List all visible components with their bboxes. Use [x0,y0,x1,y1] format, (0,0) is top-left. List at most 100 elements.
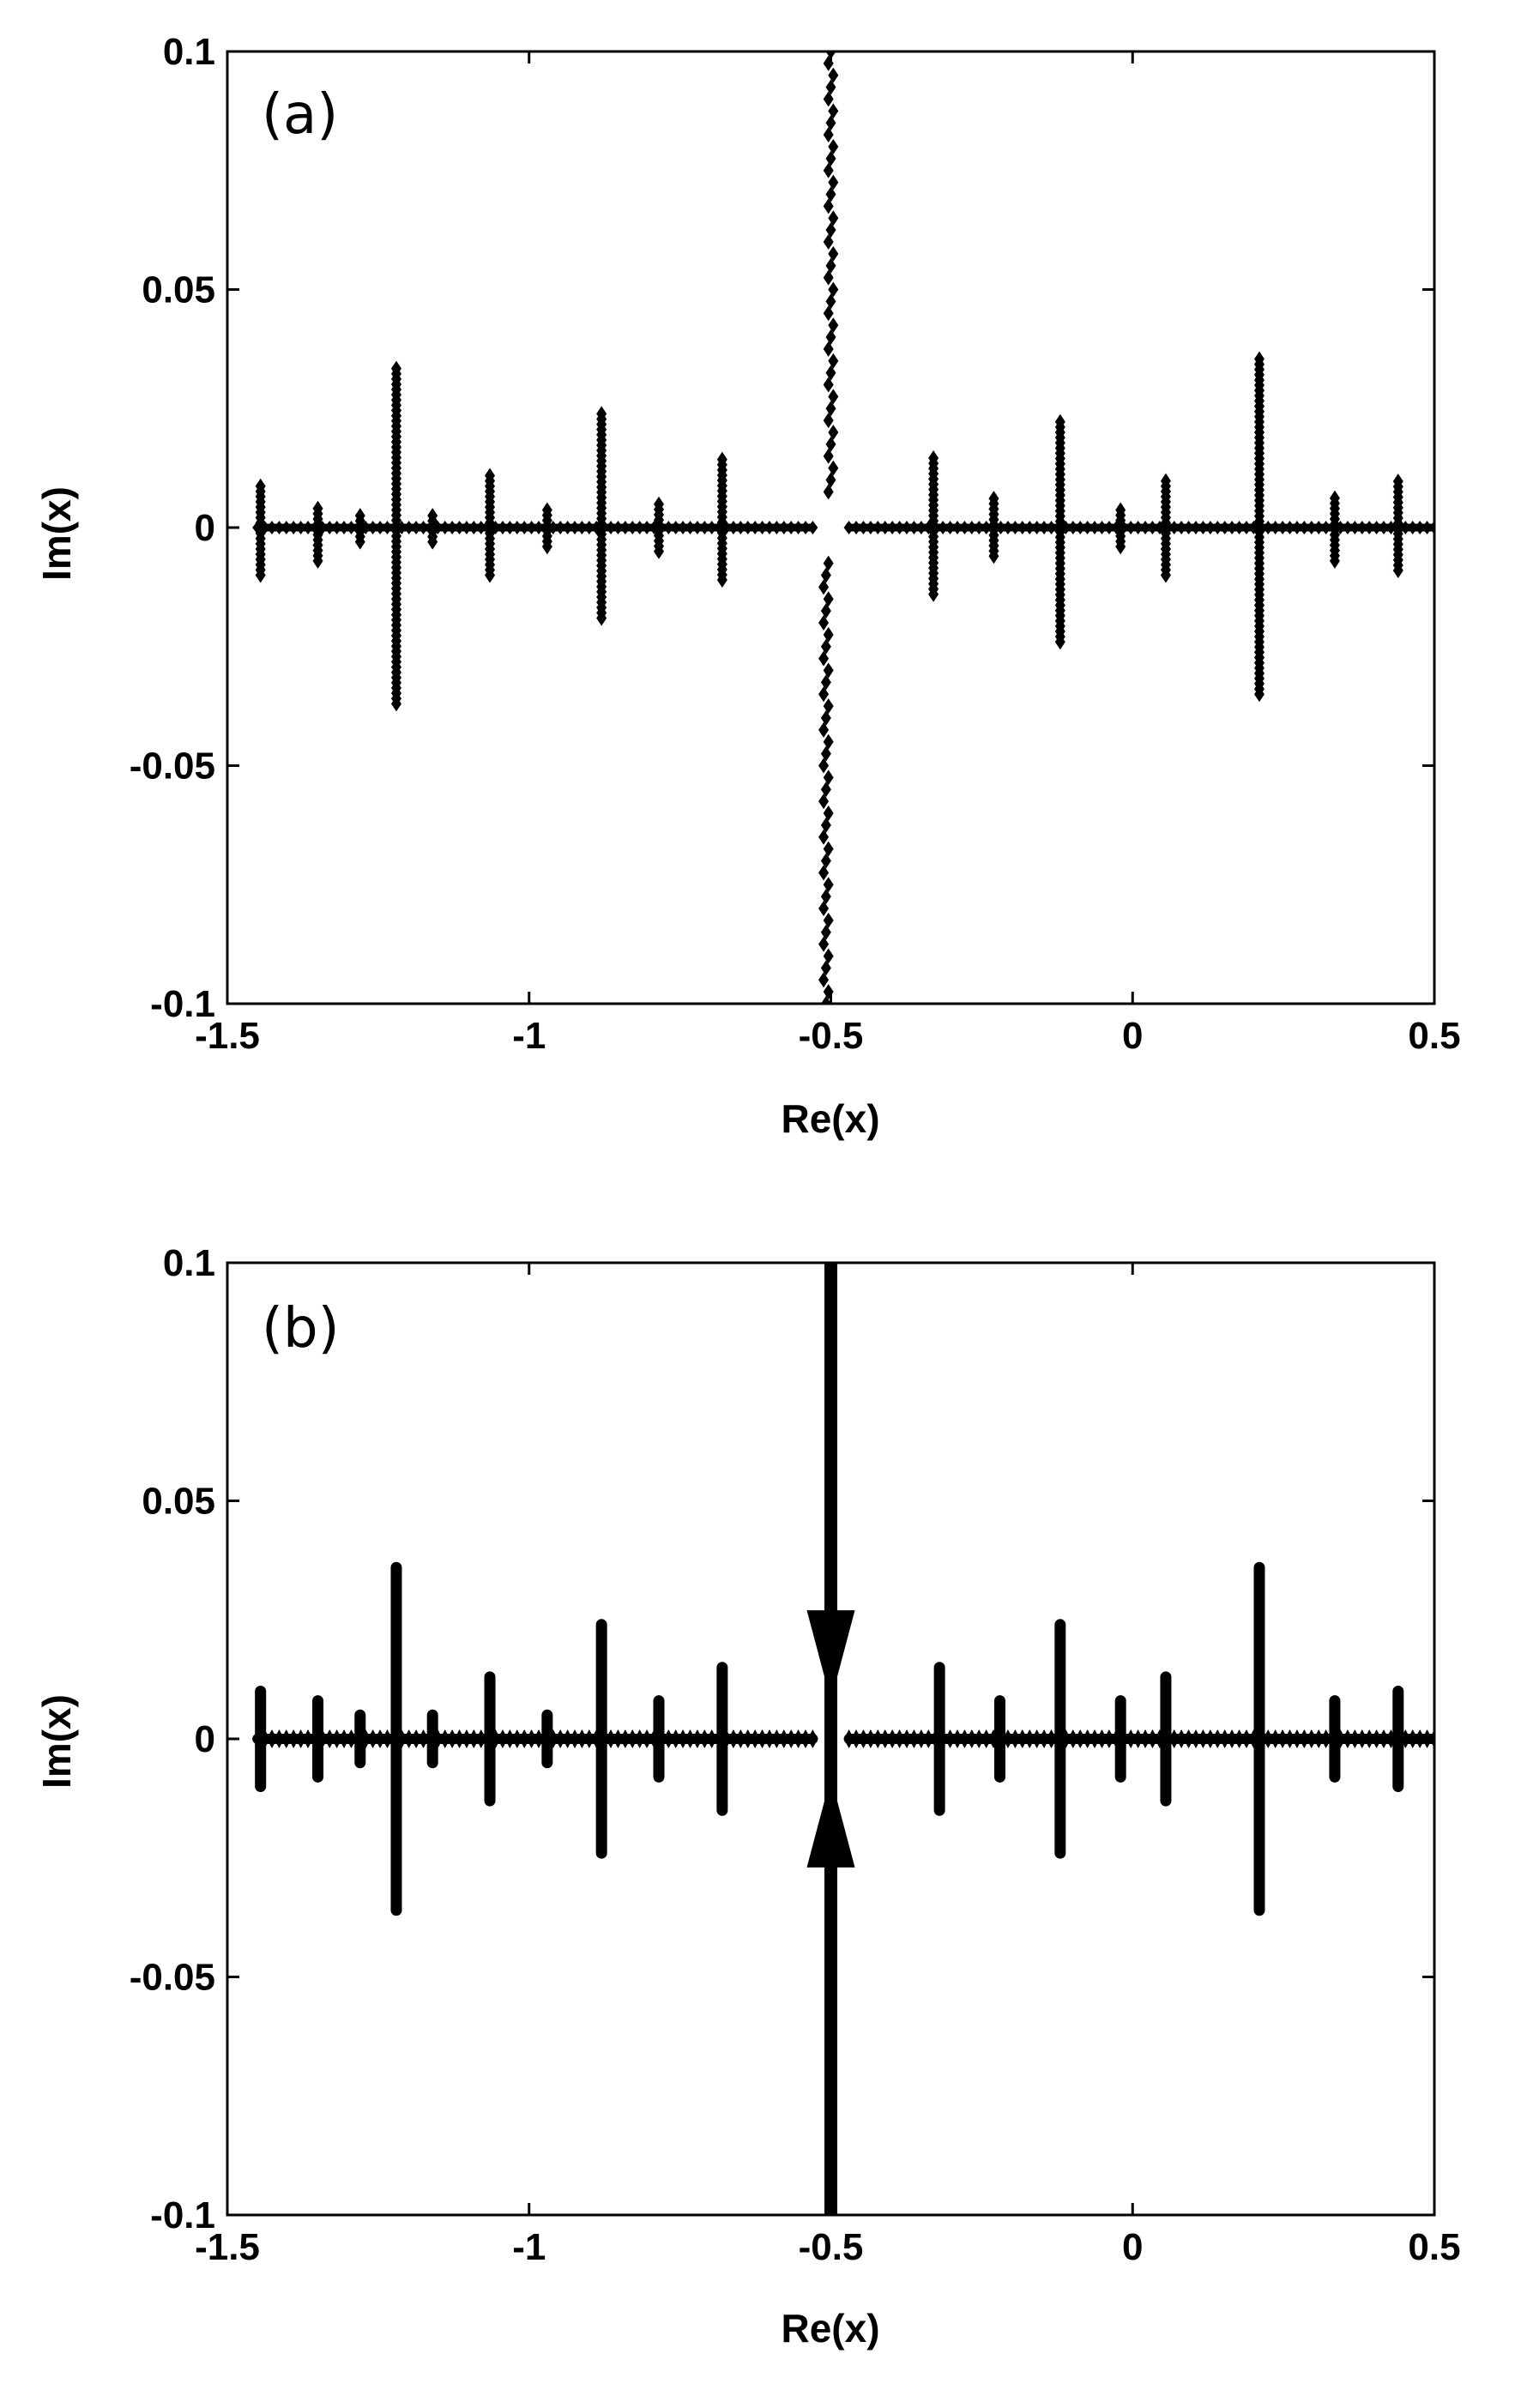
root-point [390,360,401,377]
root-point [820,745,831,762]
root-point [828,460,839,476]
root-point [1190,521,1201,534]
root-point [1320,521,1331,534]
root-point [818,650,830,667]
root-point [974,521,985,534]
root-point [823,162,834,178]
root-point [828,67,839,83]
root-point [988,491,999,507]
root-point [1277,521,1289,534]
root-point [786,1729,797,1748]
root-point [1046,1729,1057,1748]
root-point [865,1729,876,1748]
root-point [981,1729,992,1748]
root-point [786,521,797,534]
root-point [1284,521,1295,534]
root-point [1263,521,1274,534]
root-point [820,638,831,655]
root-point [800,521,811,534]
root-point [1198,521,1209,534]
panel-label-b: (b) [262,1297,340,1361]
root-point [1017,1729,1028,1748]
root-point [1421,1729,1433,1748]
root-point [1168,1729,1180,1748]
root-point [959,1729,970,1748]
root-point [570,521,581,534]
root-point [818,829,830,845]
root-point [324,521,335,534]
root-point [1364,521,1375,534]
root-point [346,1729,357,1748]
x-tick-label-a: -1.5 [195,1015,260,1057]
root-point [778,1729,789,1748]
root-point [825,51,836,59]
root-point [1132,521,1144,534]
root-point [685,521,696,534]
root-point [699,1729,710,1748]
root-point [1270,1729,1281,1748]
root-point [818,615,830,631]
root-point [974,1729,985,1748]
root-point [820,960,831,976]
root-point [619,1729,631,1748]
root-cluster-lower [806,1777,855,1868]
root-point [735,521,746,534]
root-point [613,1729,624,1748]
x-axis-label-b: Re(x) [781,2306,879,2351]
root-point [533,521,544,534]
root-point [825,257,836,274]
root-point [823,91,834,107]
root-point [1031,521,1042,534]
root-point [1379,521,1390,534]
root-point [1253,351,1265,367]
root-point [1126,1729,1137,1748]
root-point [1096,521,1108,534]
root-point [1082,521,1093,534]
root-point [981,521,992,534]
root-point [851,521,862,534]
y-tick-label-a: 0.05 [142,269,215,311]
root-point [1400,521,1411,534]
root-point [872,1729,884,1748]
root-point [1031,1729,1042,1748]
root-point [475,521,486,534]
root-point [879,521,890,534]
root-point [793,521,804,534]
root-point [274,1729,285,1748]
root-point [439,521,450,534]
root-point [1291,1729,1302,1748]
root-point [1313,521,1325,534]
root-point [928,450,939,466]
root-point [1234,521,1245,534]
root-point [771,1729,782,1748]
root-point [324,1729,335,1748]
root-point [818,972,830,988]
root-point [818,686,830,703]
root-point [1385,521,1397,534]
root-point [966,1729,977,1748]
root-point [1212,1729,1223,1748]
root-point [757,1729,768,1748]
y-axis-label-a: Im(x) [34,486,79,581]
x-tick-label-b: -0.5 [799,2226,864,2268]
root-point [828,103,839,119]
root-point [823,127,834,143]
root-point [1219,521,1230,534]
root-point [1082,1729,1093,1748]
root-point [825,436,836,452]
root-point [820,853,831,869]
root-point [606,521,617,534]
root-point [823,591,834,607]
root-point [828,425,839,440]
root-point [818,865,830,881]
root-point [699,521,710,534]
root-point [533,1729,544,1748]
root-point [951,1729,963,1748]
root-point [843,521,854,534]
root-point [823,448,834,464]
root-point [519,1729,530,1748]
root-point [1039,1729,1050,1748]
root-point [887,521,898,534]
root-point [375,521,386,534]
root-point [1115,502,1126,518]
